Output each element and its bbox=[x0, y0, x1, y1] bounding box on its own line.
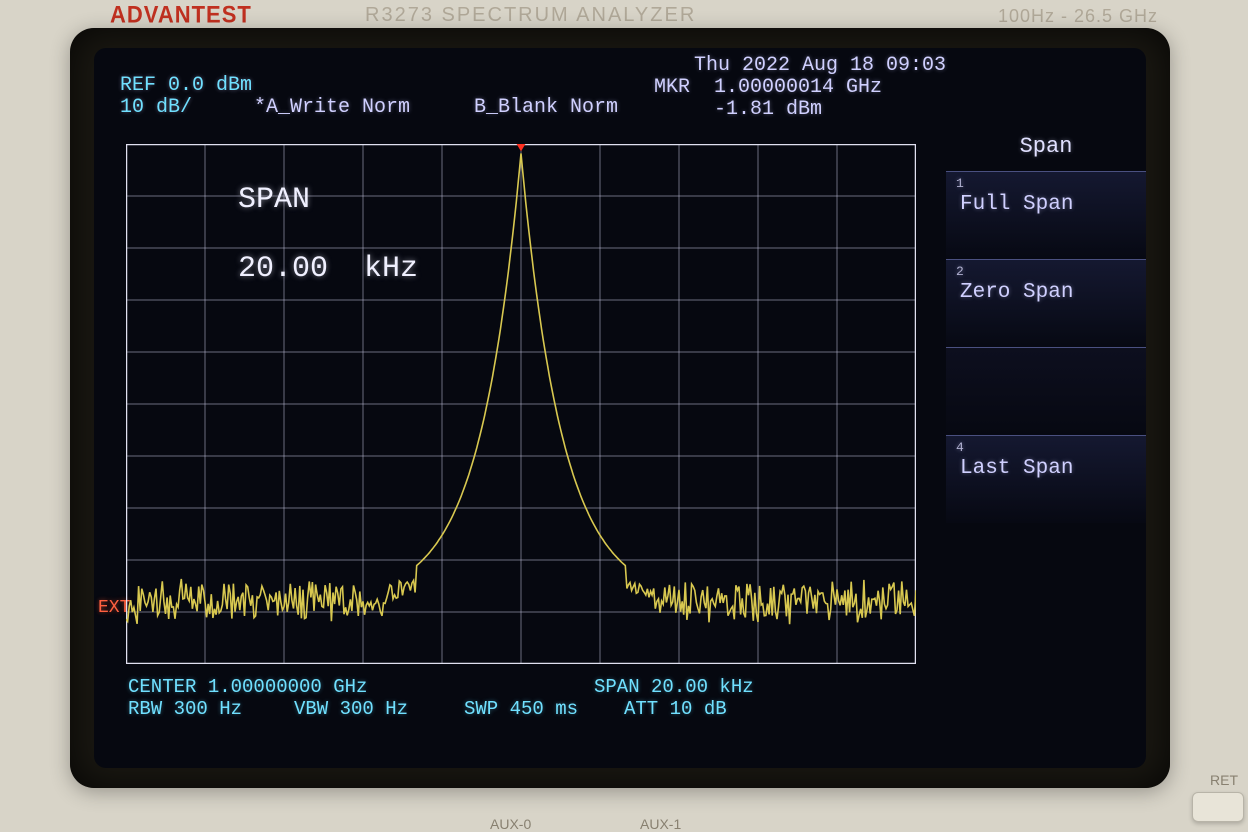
softkey-zero-span[interactable]: 2 Zero Span bbox=[946, 259, 1146, 347]
aux0-label: AUX-0 bbox=[490, 816, 531, 832]
softkey-label: Full Span bbox=[956, 193, 1138, 216]
att-label: ATT 10 dB bbox=[624, 698, 727, 720]
marker-amp: -1.81 dBm bbox=[714, 98, 822, 121]
vbw-label: VBW 300 Hz bbox=[294, 698, 408, 720]
softkey-column: Span 1 Full Span 2 Zero Span 4 Last Span bbox=[946, 128, 1146, 523]
softkey-last-span[interactable]: 4 Last Span bbox=[946, 435, 1146, 523]
bezel-brand: ADVANTEST bbox=[110, 1, 252, 30]
trace-b-label: B_Blank Norm bbox=[474, 96, 618, 119]
span-readout-label: SPAN 20.00 kHz bbox=[594, 676, 754, 698]
softkey-label: Last Span bbox=[956, 457, 1138, 480]
swp-label: SWP 450 ms bbox=[464, 698, 578, 720]
crt-frame: REF 0.0 dBm 10 dB/ *A_Write Norm B_Blank… bbox=[70, 28, 1170, 788]
softkey-label: Zero Span bbox=[956, 281, 1138, 304]
scale-label: 10 dB/ bbox=[120, 96, 192, 119]
trace-a-label: *A_Write Norm bbox=[254, 96, 410, 119]
softkey-empty[interactable] bbox=[946, 347, 1146, 435]
aux1-label: AUX-1 bbox=[640, 816, 681, 832]
span-overlay: SPAN 20.00 kHz bbox=[130, 148, 418, 321]
return-button[interactable] bbox=[1192, 792, 1244, 822]
softkey-number: 4 bbox=[956, 440, 1138, 455]
datetime-label: Thu 2022 Aug 18 09:03 bbox=[694, 54, 946, 77]
ref-level-label: REF 0.0 dBm bbox=[120, 74, 252, 97]
softkey-number: 2 bbox=[956, 264, 1138, 279]
crt-screen: REF 0.0 dBm 10 dB/ *A_Write Norm B_Blank… bbox=[94, 48, 1146, 768]
softkey-number: 1 bbox=[956, 176, 1138, 191]
bezel-range: 100Hz - 26.5 GHz bbox=[998, 6, 1158, 27]
return-label: RET bbox=[1210, 772, 1238, 788]
center-freq-label: CENTER 1.00000000 GHz bbox=[128, 676, 367, 698]
softkey-full-span[interactable]: 1 Full Span bbox=[946, 171, 1146, 259]
marker-freq: 1.00000014 GHz bbox=[714, 76, 882, 99]
span-overlay-line1: SPAN bbox=[238, 183, 310, 217]
rbw-label: RBW 300 Hz bbox=[128, 698, 242, 720]
span-overlay-line2: 20.00 kHz bbox=[238, 252, 418, 286]
softkey-title: Span bbox=[946, 128, 1146, 171]
marker-label: MKR bbox=[654, 76, 690, 99]
bezel-model: R3273 SPECTRUM ANALYZER bbox=[365, 4, 696, 27]
